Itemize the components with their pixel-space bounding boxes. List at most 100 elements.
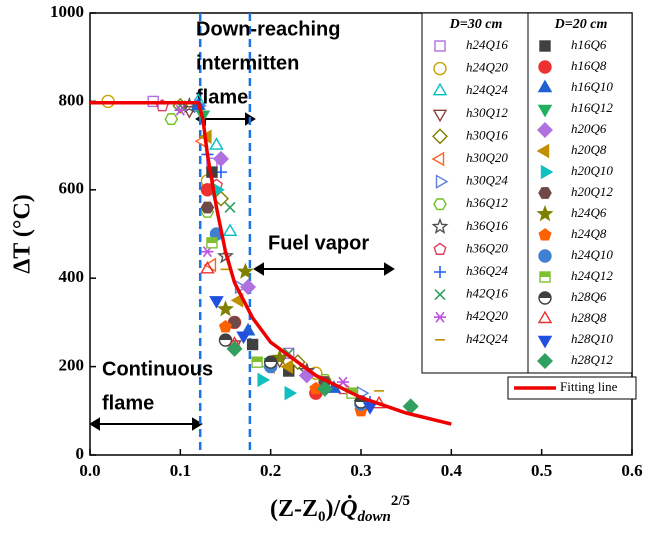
- y-tick-label: 200: [59, 356, 85, 375]
- legend-marker: [432, 82, 448, 96]
- legend-marker: [537, 79, 553, 93]
- legend-label: h28Q12: [571, 352, 613, 367]
- legend-label: h28Q8: [571, 310, 607, 325]
- legend-label: h16Q8: [571, 58, 607, 73]
- legend-marker: [433, 198, 447, 211]
- point: [209, 296, 224, 309]
- legend-label: h16Q10: [571, 79, 613, 94]
- legend-marker: [432, 109, 448, 123]
- legend-label: h36Q16: [466, 218, 508, 233]
- point: [224, 201, 236, 214]
- point: [212, 150, 229, 167]
- legend-label: h24Q24: [466, 82, 508, 97]
- annotation: Down-reaching: [196, 18, 340, 40]
- legend-marker: [537, 310, 553, 324]
- point: [284, 385, 298, 401]
- point: [226, 340, 243, 357]
- point: [362, 402, 378, 415]
- legend-marker: [434, 40, 446, 52]
- legend-label: h16Q12: [571, 100, 613, 115]
- legend-label: h24Q16: [466, 37, 508, 52]
- legend-marker: [537, 122, 553, 138]
- annotation: intermitten: [196, 52, 299, 74]
- point: [216, 247, 235, 264]
- legend-label: h28Q6: [571, 289, 607, 304]
- x-tick-label: 0.2: [260, 461, 281, 480]
- point: [316, 380, 333, 397]
- point: [222, 223, 238, 236]
- legend-marker: [432, 128, 448, 145]
- annotation: flame: [196, 86, 248, 108]
- legend-label: h28Q10: [571, 331, 613, 346]
- legend-marker: [537, 104, 553, 118]
- point: [236, 331, 251, 345]
- y-tick-label: 1000: [50, 2, 84, 21]
- point: [206, 237, 218, 249]
- legend-marker: [538, 60, 552, 74]
- point: [236, 262, 254, 279]
- x-axis-label-part: (Z-Z: [270, 496, 318, 522]
- legend-marker: [537, 335, 553, 349]
- legend-marker: [434, 311, 446, 323]
- legend-title: D=30 cm: [449, 17, 503, 32]
- legend-label: h42Q16: [466, 286, 508, 301]
- y-tick-label: 800: [59, 90, 85, 109]
- legend-label: h16Q6: [571, 37, 607, 52]
- x-tick-label: 0.6: [621, 461, 642, 480]
- legend-label: h30Q16: [466, 127, 508, 142]
- legend-label: h30Q12: [466, 105, 508, 120]
- x-axis-label-part: down: [358, 509, 391, 525]
- x-axis-label-part: 0: [318, 509, 326, 525]
- y-axis-label: ΔT (°C): [10, 194, 36, 274]
- legend-label: Fitting line: [560, 379, 618, 394]
- x-axis-label-part: Q̇: [340, 495, 357, 522]
- fit-line: [90, 100, 452, 426]
- x-axis-label: (Z-Z0)/Q̇down2/5: [270, 493, 410, 525]
- legend-label: h24Q20: [466, 60, 508, 75]
- point: [251, 356, 263, 368]
- point: [209, 137, 224, 150]
- legend-label: h30Q24: [466, 173, 508, 188]
- legend-marker: [536, 205, 554, 222]
- legend-marker: [431, 151, 445, 167]
- legend-box: [507, 376, 637, 400]
- x-tick-label: 0.3: [350, 461, 371, 480]
- point: [218, 333, 233, 347]
- legend-marker: [540, 164, 554, 180]
- point: [218, 319, 233, 333]
- point: [164, 113, 179, 125]
- annotation: Fuel vapor: [268, 232, 369, 254]
- x-tick-label: 0.5: [531, 461, 552, 480]
- legend-marker: [433, 61, 447, 76]
- point: [216, 300, 235, 317]
- legend-label: h24Q6: [571, 205, 607, 220]
- legend-marker: [434, 289, 446, 301]
- legend-title: D=20 cm: [554, 17, 608, 32]
- point: [280, 359, 293, 374]
- legend-label: h24Q12: [571, 268, 613, 283]
- x-tick-label: 0.4: [441, 461, 463, 480]
- point: [182, 106, 197, 119]
- annotation: Continuous: [102, 358, 213, 380]
- point: [240, 279, 257, 296]
- legend-marker: [538, 228, 552, 241]
- x-tick-label: 0.1: [170, 461, 191, 480]
- legend-label: h20Q12: [571, 184, 613, 199]
- arrows: [89, 112, 395, 431]
- point: [336, 376, 349, 388]
- legend-label: h36Q20: [466, 240, 508, 255]
- legend-label: h42Q20: [466, 308, 508, 323]
- x-axis-label-part: 2/5: [391, 493, 410, 509]
- legend-marker: [538, 187, 552, 199]
- point: [257, 372, 271, 388]
- legend-label: h36Q24: [466, 263, 508, 278]
- point: [200, 201, 215, 214]
- y-tick-label: 400: [59, 267, 85, 286]
- legend-marker: [434, 266, 446, 278]
- point: [271, 348, 289, 365]
- point: [200, 260, 215, 274]
- legend-label: h24Q10: [571, 247, 613, 262]
- point: [263, 355, 278, 369]
- legend-label: h20Q10: [571, 163, 613, 178]
- x-axis-label-part: )/: [326, 496, 341, 522]
